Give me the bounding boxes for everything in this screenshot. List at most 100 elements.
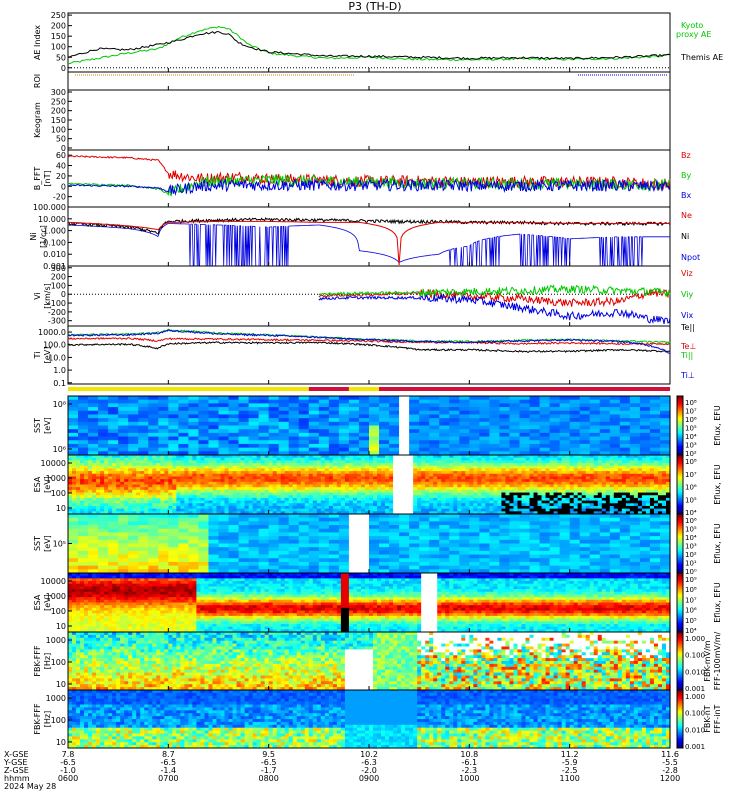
sst_ion-colorbar-tick: 10² — [685, 450, 697, 458]
esa_elec-ytick-label: 100 — [51, 607, 66, 616]
temperature-legend-3: Ti⊥ — [680, 371, 695, 380]
fgm-yunit: [nT] — [43, 170, 52, 186]
ae-ytick-label: 200 — [51, 22, 66, 31]
xaxis-value-t: 1200 — [660, 774, 680, 783]
keo-ytick-label: 250 — [51, 97, 66, 106]
sst_elec-colorbar-tick: 10² — [685, 551, 697, 559]
fbk_b-colorbar-label-2: FBK-nT — [703, 705, 712, 732]
sst_ion-colorbar-tick: 10⁷ — [685, 408, 697, 416]
fgm-legend-1: By — [681, 171, 691, 180]
fgm-ytick-label: 60 — [56, 151, 66, 160]
esa_ion-colorbar-tick: 10⁸ — [685, 458, 697, 466]
density-ylabel: Ni — [29, 232, 38, 240]
temperature-ylabel: Ti — [33, 352, 42, 360]
xaxis-value-t: 0600 — [58, 774, 78, 783]
xaxis-value-t: 0800 — [258, 774, 278, 783]
velocity-ytick-label: -300 — [48, 317, 66, 326]
fbk_b-colorbar — [677, 690, 683, 749]
sst_ion-colorbar-tick: 10⁸ — [685, 399, 697, 407]
esa_ion-spectrogram — [68, 455, 671, 515]
xaxis-row-label-4: 2024 May 28 — [4, 782, 56, 791]
xaxis-value-t: 1000 — [459, 774, 479, 783]
sst_ion-colorbar-label: Eflux, EFU — [713, 405, 722, 446]
esa_elec-ytick-label: 10000 — [41, 577, 66, 586]
ae-ytick-label: 50 — [56, 53, 66, 62]
ae-ytick-label: 100 — [51, 43, 66, 52]
fbk_b-colorbar-label: FFF-inT — [713, 704, 722, 733]
velocity-ytick-label: 0 — [61, 290, 66, 299]
fgm-ytick-label: 40 — [56, 162, 66, 171]
fgm-ytick-label: -20 — [53, 193, 66, 202]
sst_ion-ytick-label: 10⁸ — [53, 400, 66, 409]
fbk_b-colorbar-tick: 1.000 — [685, 693, 705, 701]
sst_elec-colorbar-tick: 10⁰ — [685, 568, 697, 576]
esa_elec-colorbar-tick: 10⁸ — [685, 586, 697, 594]
velocity-yunit: [km/s] — [43, 283, 52, 309]
velocity-ytick-label: 100 — [51, 281, 66, 290]
esa_ion-colorbar-tick: 10⁵ — [685, 496, 697, 504]
esa_ion-colorbar-tick: 10⁷ — [685, 471, 697, 479]
fbk_b-yunit: [Hz] — [43, 711, 52, 727]
ae-series-themisae — [68, 32, 670, 60]
sst_elec-colorbar-tick: 10³ — [685, 543, 697, 551]
fbk_e-colorbar-tick: 0.001 — [685, 685, 705, 693]
esa_ion-colorbar-tick: 10⁴ — [685, 509, 697, 517]
sst_elec-colorbar-tick: 10⁵ — [685, 526, 697, 534]
keo-ytick-label: 150 — [51, 116, 66, 125]
esa_ion-yunit: [eV] — [43, 476, 52, 493]
ae-ylabel: AE Index — [33, 25, 42, 60]
esa_elec-ylabel: ESA — [33, 594, 42, 610]
esa_ion-colorbar — [677, 455, 683, 515]
keo-ytick-label: 200 — [51, 107, 66, 116]
density-ytick-label: 0.010 — [43, 250, 66, 259]
density-legend-0: Ne — [681, 211, 692, 220]
plot-title: P3 (TH-D) — [348, 0, 401, 13]
sst_elec-spectrogram — [68, 514, 671, 574]
sst_elec-ylabel: SST — [33, 536, 42, 551]
esa_elec-yunit: [eV] — [43, 594, 52, 611]
temperature-ytick-label: 1.0 — [53, 366, 66, 375]
keo-frame — [68, 90, 670, 150]
fbk_e-ytick-label: 1000 — [46, 636, 66, 645]
fbk_b-ytick-label: 100 — [51, 716, 66, 725]
fbk_b-ylabel: FBK-FFF — [33, 703, 42, 735]
esa_elec-colorbar — [677, 573, 683, 633]
temperature-series-ti — [68, 330, 670, 353]
fgm-legend-2: Bx — [681, 191, 691, 200]
sst_ion-ytick-label: 10⁶ — [53, 445, 66, 454]
esa_elec-spectrogram — [68, 573, 671, 633]
xaxis-value-t: 0700 — [158, 774, 178, 783]
density-yunit: [1/cc] — [39, 225, 48, 248]
sst_ion-colorbar — [677, 396, 683, 456]
fbk_b-spectrogram — [68, 690, 671, 749]
sst_elec-colorbar-label: Eflux, EFU — [713, 523, 722, 564]
mode-bar-slow — [68, 387, 309, 391]
temperature-legend-0: Te|| — [680, 323, 695, 332]
fbk_b-colorbar-tick: 0.001 — [685, 743, 705, 751]
mode-bar-fast-2 — [379, 387, 670, 391]
temperature-legend-2: Ti|| — [680, 351, 693, 360]
esa_elec-colorbar-tick: 10⁷ — [685, 596, 697, 604]
sst_elec-colorbar-tick: 10⁴ — [685, 534, 697, 542]
ae-ytick-label: 250 — [51, 11, 66, 20]
sst_elec-colorbar-tick: 10⁶ — [685, 517, 697, 525]
esa_elec-colorbar-tick: 10⁴ — [685, 627, 697, 635]
sst_ion-colorbar-tick: 10⁴ — [685, 433, 697, 441]
ae-ytick-label: 0 — [61, 64, 66, 73]
fgm-legend-0: Bz — [681, 151, 691, 160]
esa_ion-ytick-label: 10 — [56, 504, 66, 513]
sst_ion-spectrogram — [68, 396, 671, 456]
density-series-ne — [68, 221, 670, 265]
ae-ytick-label: 150 — [51, 32, 66, 41]
sst_ion-colorbar-tick: 10³ — [685, 442, 697, 450]
xaxis-value-t: 0900 — [359, 774, 379, 783]
mode-bar-fast-1 — [309, 387, 349, 391]
velocity-ytick-label: 200 — [51, 273, 66, 282]
esa_elec-colorbar-tick: 10⁵ — [685, 617, 697, 625]
density-legend-2: Npot — [681, 253, 700, 262]
ae-legend-themis: Themis AE — [680, 53, 723, 62]
sst_ion-ylabel: SST — [33, 418, 42, 433]
esa_ion-ytick-label: 100 — [51, 489, 66, 498]
esa_elec-colorbar-tick: 10⁶ — [685, 607, 697, 615]
